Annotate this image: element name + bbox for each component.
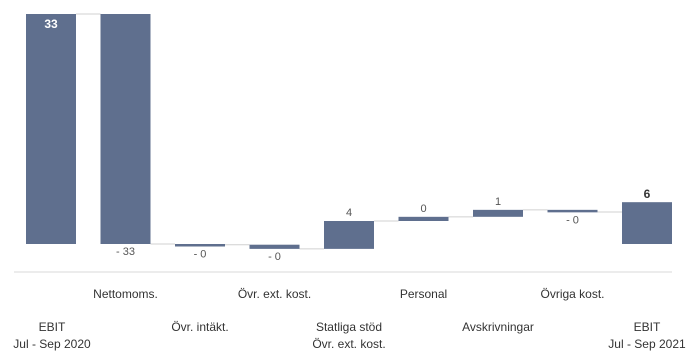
data-label-7: 1 bbox=[495, 196, 501, 208]
category-label-6: Personal bbox=[400, 287, 447, 301]
category-label-1-line-1: EBIT bbox=[39, 320, 66, 334]
category-label-9-line-2: Jul - Sep 2021 bbox=[608, 337, 686, 351]
category-label-3: Övr. intäkt. bbox=[171, 320, 228, 334]
category-label-9-line-1: EBIT bbox=[634, 320, 661, 334]
bar-1 bbox=[26, 14, 76, 244]
category-labels: EBIT Jul - Sep 2020 Nettomoms. Övr. intäkt.… bbox=[13, 287, 686, 351]
category-label-5-line-1: Statliga stöd bbox=[316, 320, 382, 334]
data-label-1: 33 bbox=[44, 17, 58, 31]
data-label-3: - 0 bbox=[194, 249, 207, 261]
bar-7 bbox=[473, 209, 523, 217]
bars bbox=[26, 14, 672, 249]
data-label-8: - 0 bbox=[566, 214, 579, 226]
data-label-2: - 33 bbox=[116, 246, 135, 258]
bar-4 bbox=[249, 244, 300, 249]
data-label-6: 0 bbox=[420, 203, 426, 215]
data-label-4: - 0 bbox=[268, 251, 281, 263]
category-label-2: Nettomoms. bbox=[93, 287, 158, 301]
bar-5 bbox=[324, 221, 374, 249]
bar-6 bbox=[398, 216, 449, 221]
category-label-4: Övr. ext. kost. bbox=[238, 287, 311, 301]
data-label-9: 6 bbox=[644, 187, 651, 201]
bar-8 bbox=[547, 209, 598, 213]
category-label-1-line-2: Jul - Sep 2020 bbox=[13, 337, 91, 351]
category-label-8: Övriga kost. bbox=[540, 287, 604, 301]
data-label-5: 4 bbox=[346, 207, 352, 219]
data-labels: 33 - 33 - 0 - 0 4 0 1 - 0 6 bbox=[44, 17, 650, 263]
bar-9 bbox=[622, 202, 672, 244]
category-label-7: Avskrivningar bbox=[462, 320, 534, 334]
connector-lines bbox=[76, 13, 622, 250]
category-label-5-line-2: Övr. ext. kost. bbox=[312, 337, 385, 351]
bar-2 bbox=[100, 14, 151, 244]
bar-3 bbox=[175, 244, 225, 247]
